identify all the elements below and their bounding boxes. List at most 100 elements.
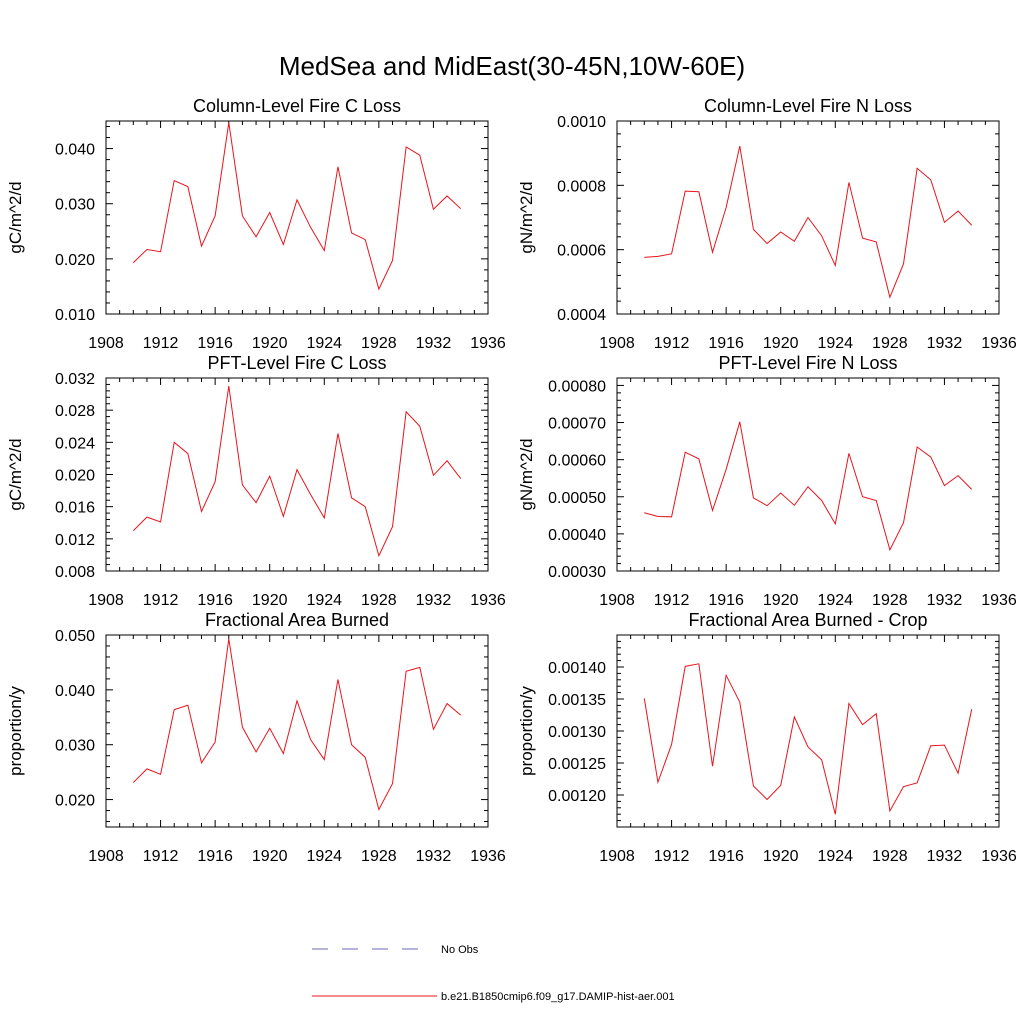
x-tick-label: 1936 [470, 335, 506, 352]
x-tick-label: 1908 [88, 848, 124, 865]
legend: No Obs b.e21.B1850cmip6.f09_g17.DAMIP-hi… [312, 944, 675, 1003]
y-tick-label: 0.012 [55, 532, 95, 549]
x-tick-label: 1920 [252, 335, 288, 352]
x-tick-label: 1916 [197, 592, 233, 609]
x-tick-label: 1936 [981, 335, 1017, 352]
y-tick-label: 0.00040 [548, 527, 606, 544]
plot-frame [105, 120, 489, 315]
x-tick-label: 1924 [817, 592, 853, 609]
y-axis-label: gN/m^2/d [517, 438, 536, 510]
x-tick-label: 1928 [361, 592, 397, 609]
x-tick-label: 1936 [470, 848, 506, 865]
x-tick-label: 1932 [416, 335, 452, 352]
y-tick-label: 0.00130 [548, 724, 606, 741]
legend-series-label: b.e21.B1850cmip6.f09_g17.DAMIP-hist-aer.… [441, 991, 675, 1003]
panels: Column-Level Fire C Loss 1908 1912 1916 1920… [6, 96, 1017, 865]
y-axis-label: gN/m^2/d [517, 181, 536, 253]
y-tick-label: 0.0010 [557, 114, 606, 131]
y-axis-label: gC/m^2/d [6, 181, 25, 253]
x-tick-label: 1916 [708, 592, 744, 609]
x-tick-label: 1924 [306, 592, 342, 609]
x-tick-label: 1912 [143, 848, 179, 865]
panel-6: Fractional Area Burned - Crop 1908 1912 191… [517, 610, 1017, 865]
x-tick-label: 1928 [872, 592, 908, 609]
x-tick-label: 1936 [981, 848, 1017, 865]
x-tick-label: 1912 [654, 848, 690, 865]
x-tick-label: 1908 [599, 848, 635, 865]
x-tick-label: 1908 [599, 335, 635, 352]
x-tick-label: 1912 [143, 335, 179, 352]
y-tick-label: 0.008 [55, 564, 95, 581]
series-line [132, 122, 462, 291]
panel-title: PFT-Level Fire N Loss [718, 353, 897, 373]
x-tick-label: 1916 [197, 335, 233, 352]
y-tick-label: 0.020 [55, 252, 95, 269]
y-tick-label: 0.020 [55, 793, 95, 810]
x-tick-label: 1932 [927, 592, 963, 609]
plot-frame [105, 377, 489, 572]
x-tick-label: 1916 [197, 848, 233, 865]
y-tick-label: 0.00120 [548, 788, 606, 805]
y-axis-label: proportion/y [517, 686, 536, 776]
x-tick-label: 1916 [708, 335, 744, 352]
panel-title: Column-Level Fire N Loss [704, 96, 912, 116]
x-tick-label: 1908 [88, 592, 124, 609]
panel-4: PFT-Level Fire N Loss 1908 1912 1916 1920 192… [517, 353, 1017, 609]
panel-3: PFT-Level Fire C Loss 1908 1912 1916 1920 192… [6, 353, 506, 609]
x-tick-label: 1920 [763, 592, 799, 609]
y-tick-label: 0.00140 [548, 660, 606, 677]
y-tick-label: 0.028 [55, 403, 95, 420]
y-tick-label: 0.0004 [557, 307, 606, 324]
series-line [132, 385, 462, 558]
x-tick-label: 1928 [872, 335, 908, 352]
y-tick-label: 0.032 [55, 371, 95, 388]
series-line [644, 145, 973, 299]
x-tick-label: 1928 [872, 848, 908, 865]
y-tick-label: 0.010 [55, 307, 95, 324]
x-tick-label: 1920 [252, 592, 288, 609]
x-tick-label: 1924 [817, 848, 853, 865]
plot-frame [105, 634, 489, 828]
x-tick-label: 1932 [416, 848, 452, 865]
y-tick-label: 0.030 [55, 738, 95, 755]
figure-title: MedSea and MidEast(30-45N,10W-60E) [279, 51, 745, 81]
x-tick-label: 1912 [654, 592, 690, 609]
series-line [132, 638, 462, 811]
x-tick-label: 1916 [708, 848, 744, 865]
y-tick-label: 0.00080 [548, 378, 606, 395]
x-tick-label: 1932 [927, 335, 963, 352]
panel-title: Fractional Area Burned - Crop [688, 610, 927, 630]
x-tick-label: 1932 [927, 848, 963, 865]
panel-title: Fractional Area Burned [205, 610, 389, 630]
x-tick-label: 1936 [981, 592, 1017, 609]
y-tick-label: 0.00070 [548, 416, 606, 433]
panel-title: Column-Level Fire C Loss [193, 96, 401, 116]
x-tick-label: 1912 [654, 335, 690, 352]
x-tick-label: 1924 [306, 335, 342, 352]
y-tick-label: 0.00050 [548, 490, 606, 507]
y-tick-label: 0.0006 [557, 243, 606, 260]
plot-frame [616, 377, 1000, 572]
panel-5: Fractional Area Burned 1908 1912 1916 1920 19… [6, 610, 506, 865]
y-axis-label: proportion/y [6, 686, 25, 776]
legend-no-obs-label: No Obs [441, 944, 479, 956]
x-tick-label: 1932 [416, 592, 452, 609]
y-tick-label: 0.020 [55, 468, 95, 485]
x-tick-label: 1912 [143, 592, 179, 609]
x-tick-label: 1908 [88, 335, 124, 352]
y-tick-label: 0.00060 [548, 453, 606, 470]
panel-title: PFT-Level Fire C Loss [207, 353, 386, 373]
panel-2: Column-Level Fire N Loss 1908 1912 1916 1920… [517, 96, 1017, 352]
y-tick-label: 0.00030 [548, 564, 606, 581]
x-tick-label: 1908 [599, 592, 635, 609]
x-tick-label: 1928 [361, 848, 397, 865]
y-tick-label: 0.024 [55, 435, 95, 452]
x-tick-label: 1924 [817, 335, 853, 352]
x-tick-label: 1936 [470, 592, 506, 609]
x-tick-label: 1928 [361, 335, 397, 352]
x-tick-label: 1924 [306, 848, 342, 865]
y-axis-label: gC/m^2/d [6, 438, 25, 510]
y-tick-label: 0.00125 [548, 756, 606, 773]
series-line [644, 421, 973, 552]
